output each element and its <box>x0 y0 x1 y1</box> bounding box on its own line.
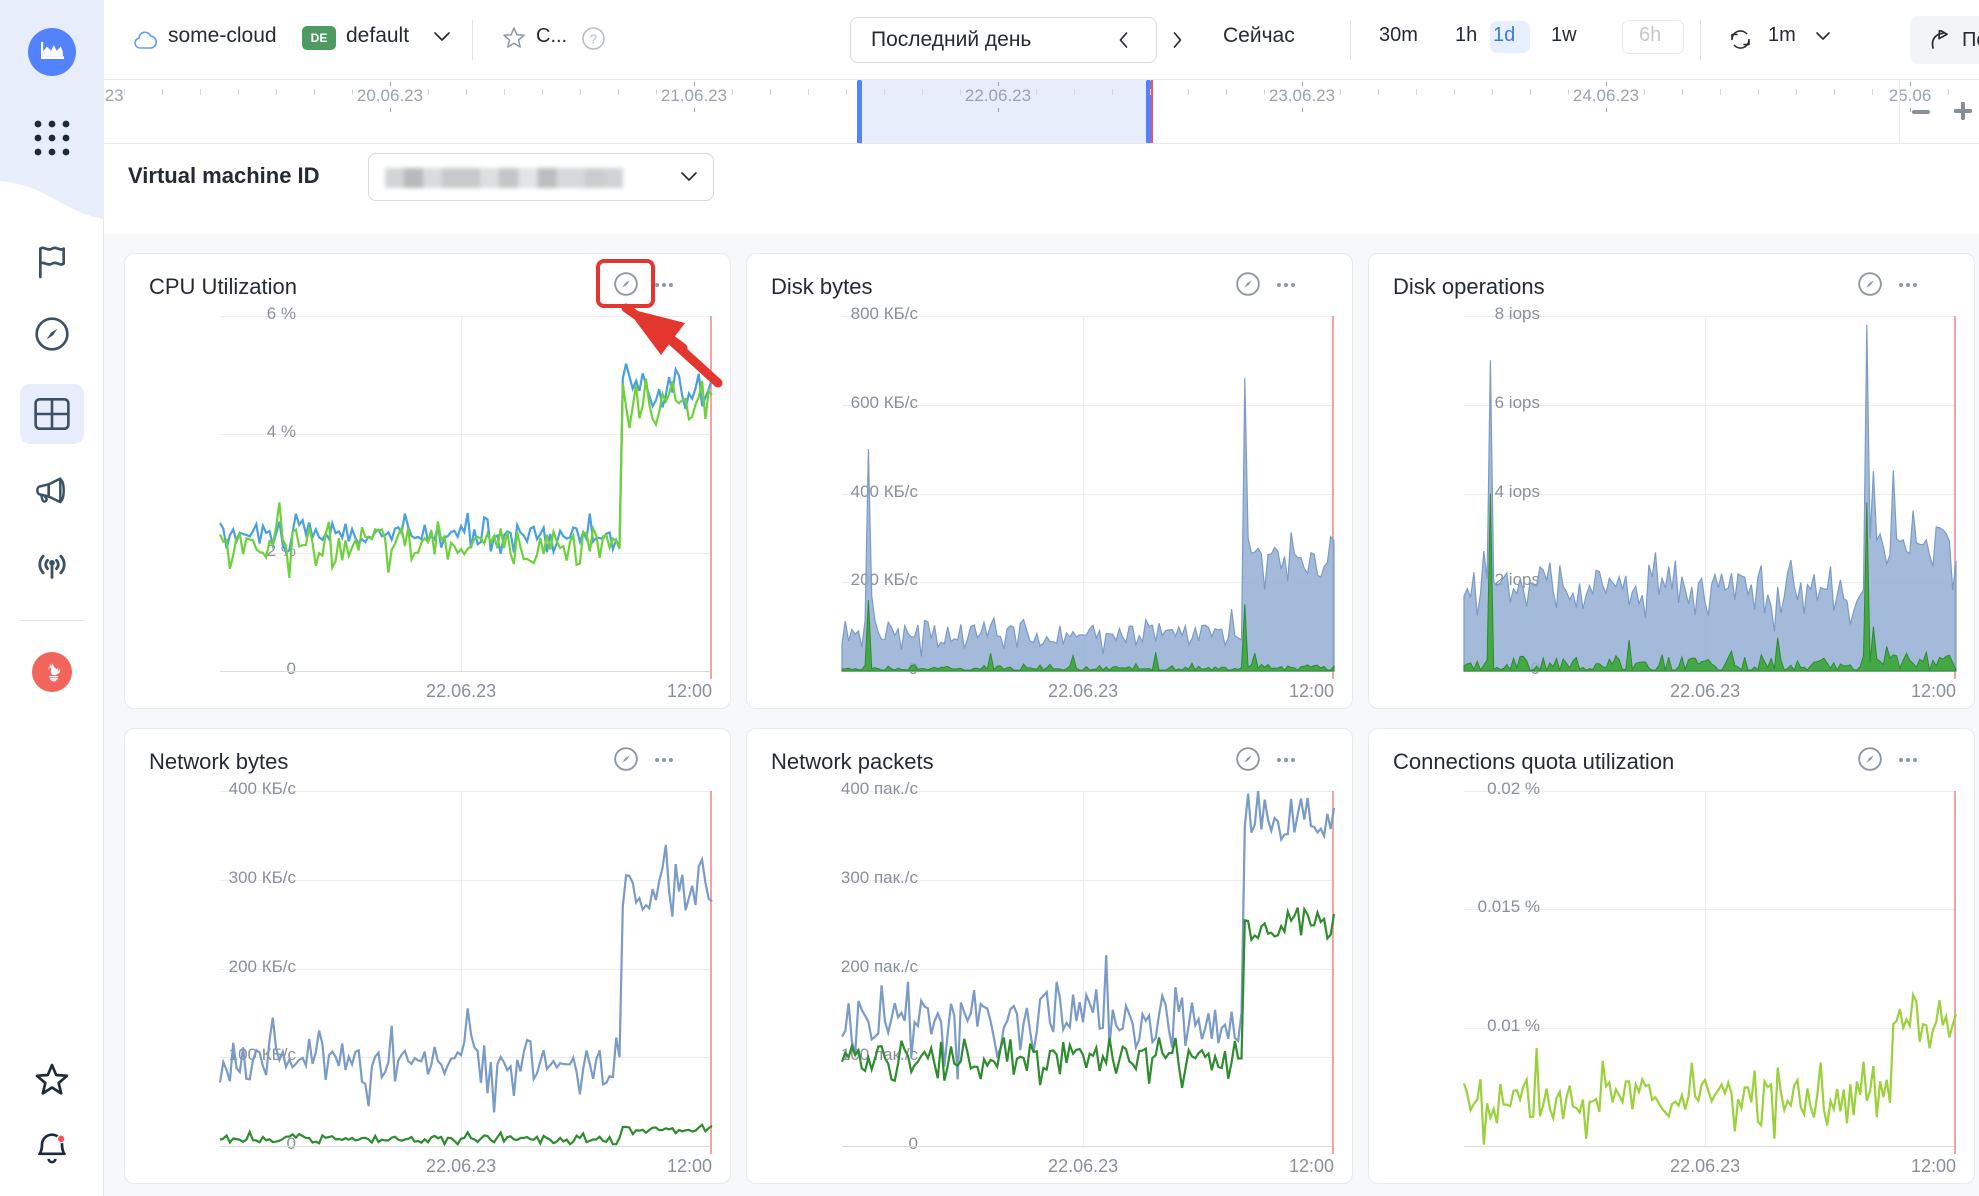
svg-text:?: ? <box>590 32 597 47</box>
